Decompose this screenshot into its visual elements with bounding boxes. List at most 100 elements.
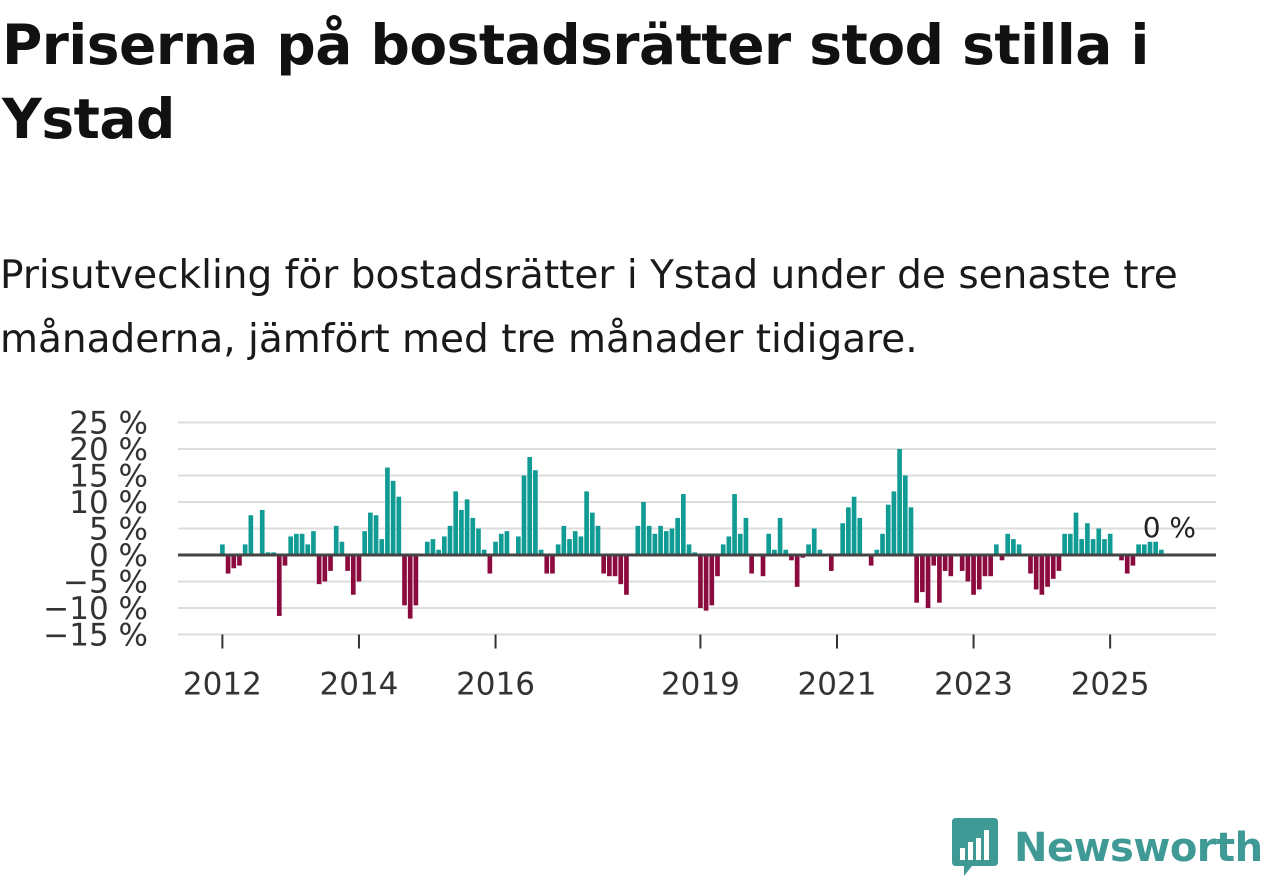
bar: [737, 533, 743, 555]
bar: [965, 555, 971, 582]
bar: [390, 480, 396, 555]
bar: [527, 456, 533, 555]
bar: [237, 555, 242, 566]
bar: [675, 517, 680, 555]
bar-chart: 25 %20 %15 %10 %5 %0 %−5 %−10 %−15 % 201…: [43, 406, 1216, 703]
bar: [333, 525, 339, 555]
bar: [1130, 555, 1136, 566]
bar: [1050, 555, 1056, 579]
bar: [305, 544, 311, 555]
bar: [521, 475, 527, 555]
x-tick-label: 2023: [934, 667, 1013, 703]
bar: [908, 507, 914, 555]
bar: [487, 555, 493, 574]
y-tick-label: −10 %: [43, 591, 148, 627]
bar: [874, 549, 880, 555]
bar: [703, 555, 709, 611]
bar: [1102, 539, 1107, 555]
bar: [988, 555, 993, 577]
bar: [379, 539, 385, 555]
bar: [311, 531, 316, 555]
bar: [937, 555, 942, 603]
bar: [550, 555, 555, 574]
bar: [891, 491, 897, 555]
bar: [1033, 555, 1039, 590]
bar: [242, 544, 248, 555]
bar: [1067, 533, 1073, 555]
bar: [925, 555, 931, 608]
bar: [595, 525, 601, 555]
bar: [533, 470, 538, 555]
bar: [589, 512, 595, 555]
y-tick-label: 0 %: [89, 538, 148, 574]
bar: [732, 494, 737, 555]
bar: [720, 544, 726, 555]
newsworthy-logo: Newsworthy: [950, 818, 1262, 878]
bar: [828, 555, 834, 571]
bar: [959, 555, 965, 571]
bar: [1079, 539, 1085, 555]
bar: [447, 525, 453, 555]
x-tick-label: 2021: [798, 667, 877, 703]
x-axis: 2012 2014 2016 2019 2021 2023 2025: [183, 634, 1150, 703]
bar: [698, 555, 703, 608]
x-tick-label: 2019: [661, 667, 740, 703]
y-tick-label: 10 %: [69, 485, 148, 521]
bar: [857, 517, 863, 555]
bar: [1136, 544, 1141, 555]
bar: [1107, 533, 1113, 555]
bar: [259, 509, 265, 555]
bar: [572, 531, 578, 555]
bar: [607, 555, 612, 577]
brand-name: Newsworthy: [1014, 825, 1262, 871]
y-tick-label: 15 %: [69, 459, 148, 495]
bar: [914, 555, 919, 603]
bar: [248, 515, 254, 555]
bar: [1073, 512, 1079, 555]
bar: [760, 555, 766, 577]
bar: [316, 555, 322, 585]
bar: [498, 533, 504, 555]
bar: [1085, 523, 1090, 555]
bar: [743, 517, 749, 555]
bar: [225, 555, 231, 574]
bar: [880, 533, 885, 555]
bar: [424, 541, 430, 555]
bar: [612, 555, 618, 577]
bar: [749, 555, 754, 574]
bar: [868, 555, 874, 566]
bar: [971, 555, 976, 595]
bar: [362, 531, 367, 555]
bar: [294, 533, 299, 555]
bar: [1147, 541, 1153, 555]
bar: [658, 525, 663, 555]
bar: [994, 544, 999, 555]
bar: [709, 555, 715, 606]
bar: [1028, 555, 1033, 574]
bar: [646, 525, 652, 555]
bar: [885, 504, 891, 555]
grid-lines: [178, 421, 1216, 636]
bar: [1005, 533, 1011, 555]
y-tick-label: −5 %: [63, 565, 148, 601]
bar: [561, 525, 567, 555]
bar: [328, 555, 333, 571]
bar: [276, 555, 282, 616]
bar: [288, 536, 294, 555]
bar: [396, 496, 402, 555]
bar: [1039, 555, 1045, 595]
bar: [356, 555, 362, 582]
bar: [373, 515, 379, 555]
bar: [407, 555, 413, 619]
bar: [806, 544, 811, 555]
bar: [726, 536, 732, 555]
bar-series: [220, 449, 1164, 619]
bar: [481, 549, 487, 555]
bar: [1153, 541, 1159, 555]
bar: [931, 555, 937, 566]
bar: [624, 555, 629, 595]
bar: [1056, 555, 1062, 571]
bar: [789, 555, 794, 561]
bar: [976, 555, 982, 590]
bar: [846, 507, 851, 555]
